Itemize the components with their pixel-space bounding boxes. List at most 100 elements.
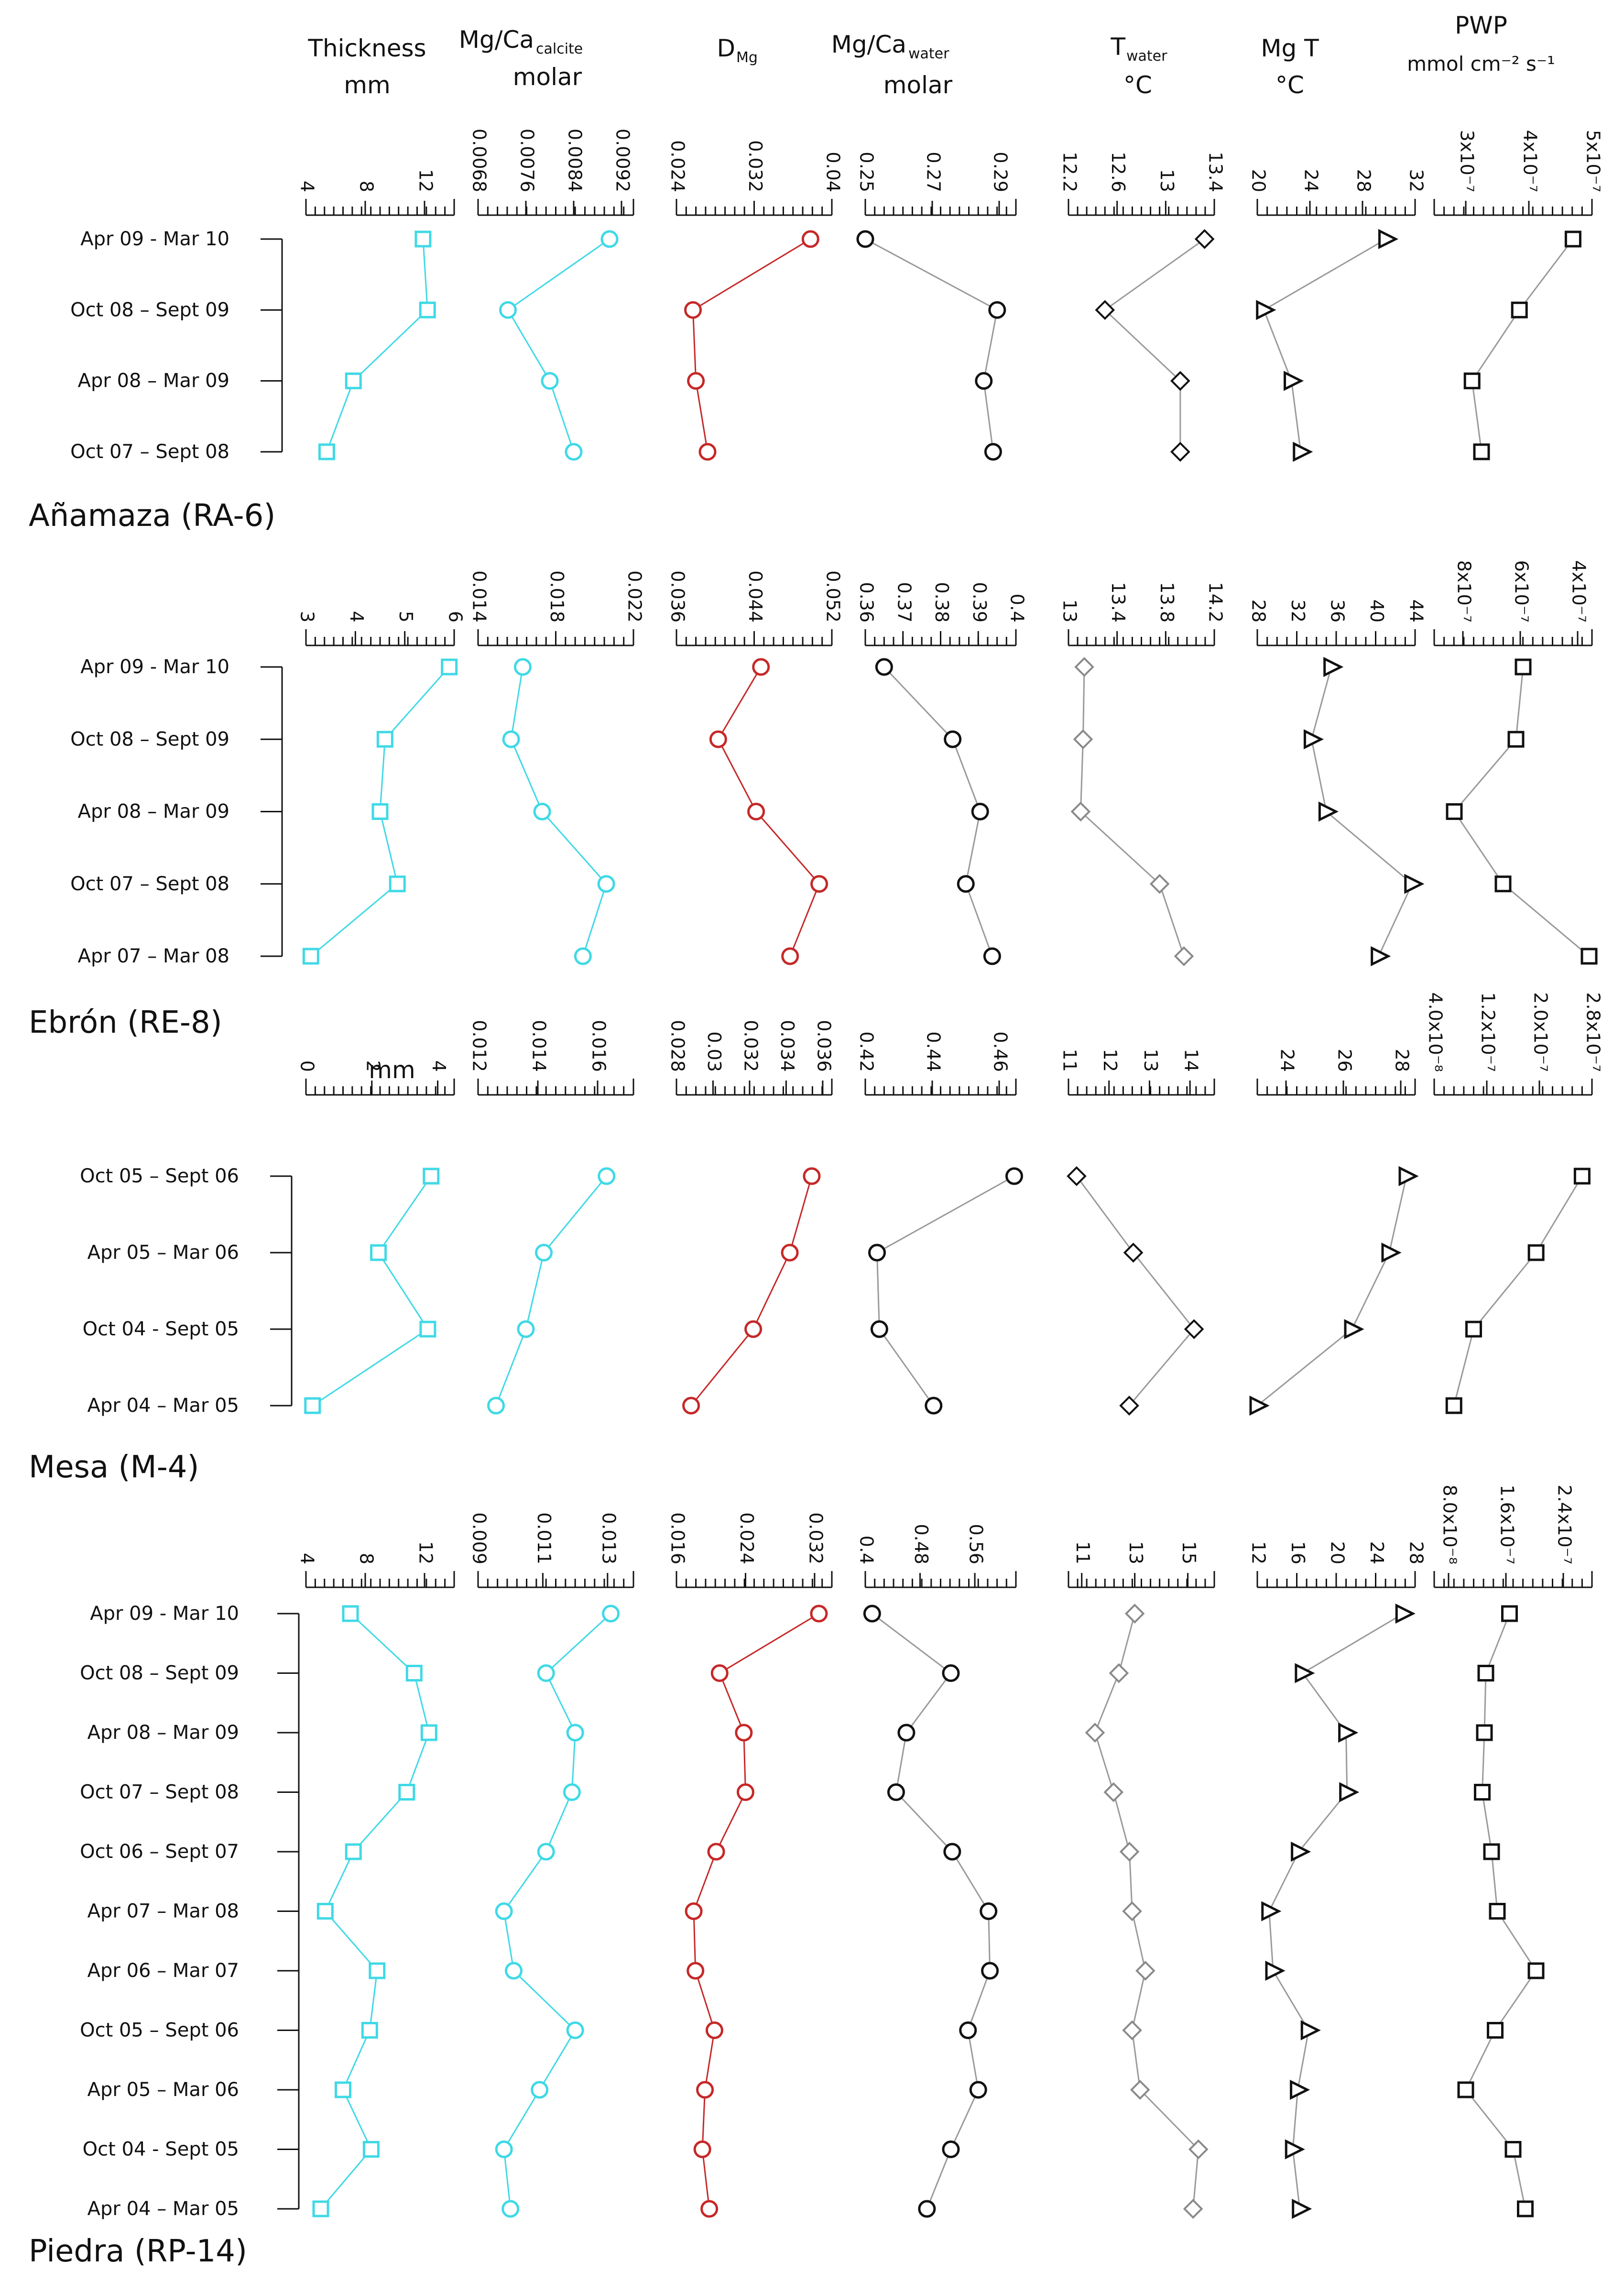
marker-triangle xyxy=(1284,371,1304,391)
tick-label: 0.36 xyxy=(856,582,877,622)
header-mgca-water-sub: water xyxy=(908,45,949,62)
marker-square xyxy=(1515,658,1532,676)
tick-label: 15 xyxy=(1178,1541,1199,1564)
tick-label: 0.016 xyxy=(667,1512,688,1564)
tick-label: 0.4 xyxy=(856,1536,877,1564)
series-mgt: 28 32 36 40 44 xyxy=(1248,600,1427,967)
marker-square xyxy=(1465,1321,1482,1338)
header-mgt: Mg T xyxy=(1261,34,1319,62)
marker-diamond xyxy=(1070,801,1091,822)
row-label: Apr 09 - Mar 10 xyxy=(80,228,229,250)
marker-circle xyxy=(736,1783,754,1801)
marker-square xyxy=(371,803,389,820)
series-line xyxy=(693,1613,819,2209)
tick-label: 8 xyxy=(356,1553,377,1564)
tick-label: 20 xyxy=(1327,1541,1348,1564)
tick-label: 13 xyxy=(1125,1541,1146,1564)
marker-circle xyxy=(887,1783,905,1801)
marker-circle xyxy=(574,947,592,965)
row-label: Apr 09 - Mar 10 xyxy=(90,1603,239,1625)
row-label: Oct 07 – Sept 08 xyxy=(70,441,229,463)
tick-label: 0.013 xyxy=(598,1512,619,1564)
header-mgca-calcite-sub: calcite xyxy=(536,41,583,57)
marker-circle xyxy=(499,301,517,319)
marker-square xyxy=(370,1244,387,1261)
series-line xyxy=(1076,1176,1195,1406)
marker-triangle xyxy=(1256,300,1276,320)
series-line xyxy=(1103,238,1205,452)
tick-label: 4.0x10⁻⁸ xyxy=(1425,992,1446,1072)
marker-diamond xyxy=(1095,300,1115,320)
marker-diamond xyxy=(1122,2020,1142,2041)
series-line xyxy=(876,1175,1015,1406)
series-mgt: 20 24 28 32 xyxy=(1248,169,1427,462)
tick-label: 0.56 xyxy=(966,1524,987,1564)
marker-square xyxy=(1507,731,1525,748)
tick-label: 0.028 xyxy=(667,1020,688,1072)
marker-triangle xyxy=(1318,801,1339,822)
tick-label: 0.29 xyxy=(990,152,1011,192)
column-headers: Thickness mm Mg/Ca calcite molar D Mg Mg… xyxy=(307,11,1555,99)
series-mgca_water: 0.25 0.27 0.29 xyxy=(856,152,1017,461)
header-dmg-sub: Mg xyxy=(736,49,758,66)
tick-label: 11 xyxy=(1059,1049,1080,1072)
tick-label: 0.009 xyxy=(469,1512,490,1564)
series-mgca_water: 0.4 0.48 0.56 xyxy=(856,1524,1017,2218)
row-label: Oct 06 – Sept 07 xyxy=(80,1841,239,1863)
row-label: Oct 05 – Sept 06 xyxy=(80,2020,239,2042)
tick-label: 28 xyxy=(1406,1541,1427,1564)
series-line xyxy=(1268,1613,1404,2209)
series-line xyxy=(690,1176,813,1406)
marker-circle xyxy=(531,2081,549,2099)
tick-label: 0.38 xyxy=(931,582,952,622)
marker-square xyxy=(376,731,393,748)
tick-label: 44 xyxy=(1406,600,1427,622)
tick-label: 14 xyxy=(1181,1049,1202,1072)
row-label: Apr 08 – Mar 09 xyxy=(78,801,229,823)
tick-label: 6x10⁻⁷ xyxy=(1511,560,1532,622)
tick-label: 0.032 xyxy=(745,140,766,192)
tick-label: 1.6x10⁻⁷ xyxy=(1497,1485,1518,1564)
row-label: Oct 08 – Sept 09 xyxy=(80,1662,239,1684)
marker-circle xyxy=(600,230,619,248)
marker-circle xyxy=(983,947,1001,965)
header-thickness: Thickness xyxy=(307,34,426,62)
series-line xyxy=(1094,1613,1199,2209)
header-twater-unit: °C xyxy=(1123,71,1152,99)
marker-circle xyxy=(513,658,532,676)
marker-circle xyxy=(685,1902,703,1920)
tick-label: 0.022 xyxy=(624,570,645,622)
marker-circle xyxy=(597,875,615,893)
marker-circle xyxy=(971,803,989,820)
tick-label: 0.42 xyxy=(856,1031,877,1072)
marker-circle xyxy=(698,443,717,461)
tick-label: 0.016 xyxy=(589,1020,610,1072)
marker-circle xyxy=(535,1244,553,1262)
marker-square xyxy=(398,1784,415,1801)
header-pwp-unit: mmol cm⁻² s⁻¹ xyxy=(1407,52,1555,76)
marker-square xyxy=(1573,1168,1591,1185)
tick-label: 12 xyxy=(1248,1541,1269,1564)
marker-circle xyxy=(1005,1167,1023,1185)
tick-label: 4 xyxy=(428,1060,449,1072)
site-label: Ebrón (RE-8) xyxy=(29,1005,222,1040)
marker-circle xyxy=(942,1664,960,1682)
marker-triangle xyxy=(1285,2139,1305,2160)
marker-triangle xyxy=(1291,1841,1311,1862)
row-label: Oct 05 – Sept 06 xyxy=(80,1165,239,1187)
row-label: Oct 07 – Sept 08 xyxy=(70,873,229,895)
tick-label: 12 xyxy=(415,1541,436,1564)
series-pwp: 8x10⁻⁷ 6x10⁻⁷ 4x10⁻⁷ xyxy=(1433,560,1598,965)
tick-label: 13 xyxy=(1156,169,1177,192)
marker-circle xyxy=(856,230,874,248)
series-mgca_calcite: 0.009 0.011 0.013 xyxy=(469,1512,634,2218)
marker-circle xyxy=(533,803,551,820)
marker-triangle xyxy=(1295,1663,1315,1683)
marker-circle xyxy=(801,230,819,248)
marker-diamond xyxy=(1184,1319,1204,1339)
marker-triangle xyxy=(1261,1901,1282,1922)
header-twater: T xyxy=(1110,33,1125,61)
marker-circle xyxy=(517,1320,535,1338)
marker-circle xyxy=(682,1397,700,1415)
marker-circle xyxy=(495,2140,513,2158)
